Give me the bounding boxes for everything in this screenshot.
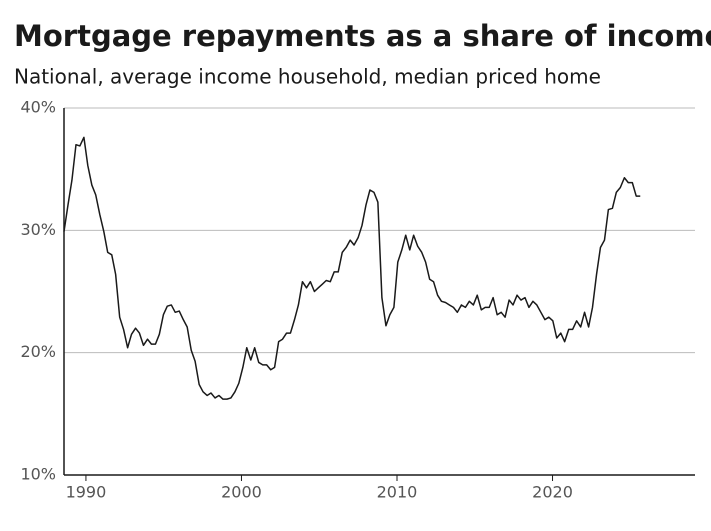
y-tick-label: 40% xyxy=(20,98,56,117)
x-tick-label: 2010 xyxy=(377,483,418,502)
x-tick-label: 2020 xyxy=(532,483,573,502)
y-tick-label: 10% xyxy=(20,465,56,484)
y-tick-label: 20% xyxy=(20,342,56,361)
data-line xyxy=(63,136,641,400)
y-tick-label: 30% xyxy=(20,220,56,239)
chart-title: Mortgage repayments as a share of income xyxy=(14,19,711,53)
x-tick-label: 1990 xyxy=(66,483,107,502)
chart-subtitle: National, average income household, medi… xyxy=(14,65,601,89)
x-tick-label: 2000 xyxy=(221,483,262,502)
